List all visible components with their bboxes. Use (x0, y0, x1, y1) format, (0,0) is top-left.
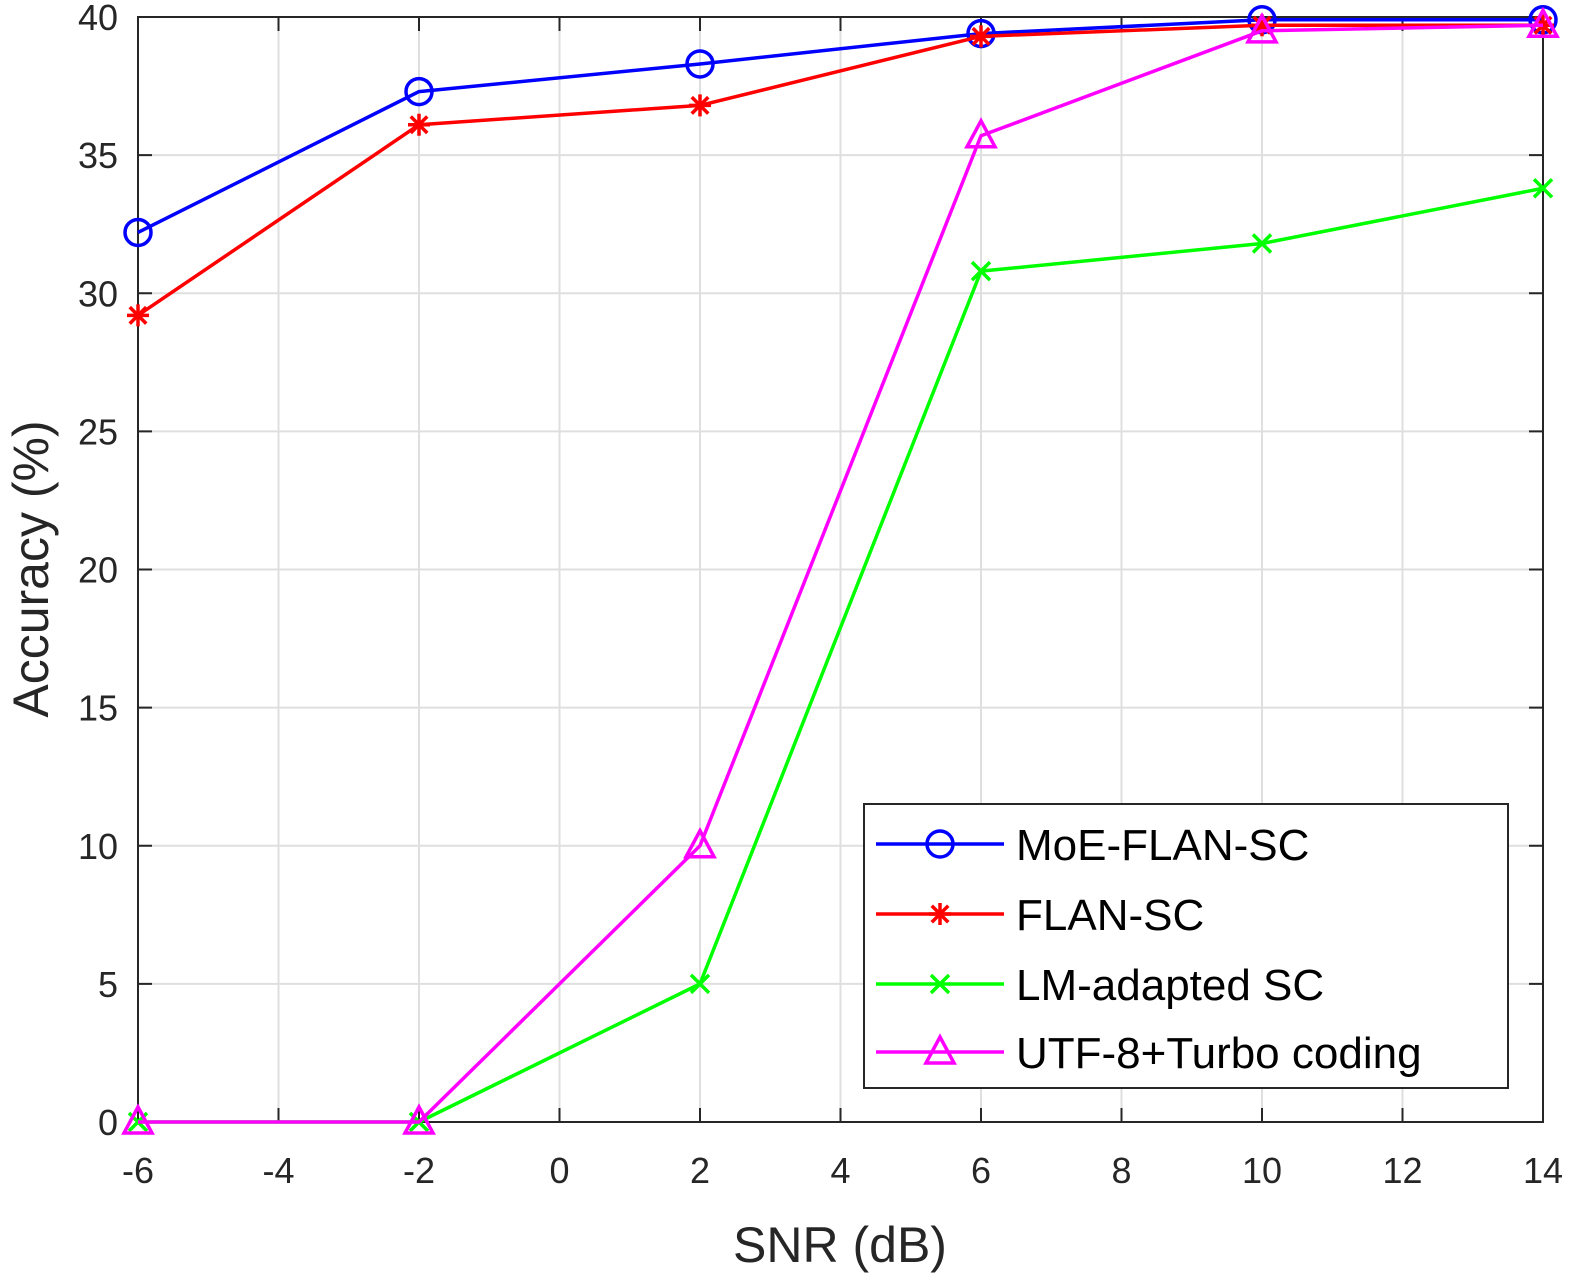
y-tick-label: 35 (78, 135, 118, 176)
legend-label: UTF-8+Turbo coding (1016, 1029, 1422, 1078)
data-point (970, 25, 992, 48)
x-tick-label: 4 (830, 1150, 850, 1191)
legend-marker (929, 973, 951, 995)
data-point (121, 1103, 155, 1135)
x-tick-label: 12 (1382, 1150, 1422, 1191)
x-tick-label: -4 (262, 1150, 294, 1191)
y-tick-label: 15 (78, 688, 118, 729)
data-point (685, 49, 715, 79)
x-tick-label: 8 (1111, 1150, 1131, 1191)
x-tick-label: -6 (122, 1150, 154, 1191)
legend-label: LM-adapted SC (1016, 961, 1324, 1010)
data-point (970, 260, 992, 282)
x-tick-label: 14 (1523, 1150, 1563, 1191)
y-axis-title: Accuracy (%) (3, 420, 59, 717)
legend-marker (925, 829, 955, 859)
plot-area-border (137, 16, 1544, 1123)
legend-entry: UTF-8+Turbo coding (876, 1029, 1422, 1078)
data-point (1251, 233, 1273, 254)
series-group (121, 5, 1560, 1135)
data-point (402, 1103, 436, 1135)
y-tick-label: 0 (98, 1102, 118, 1143)
data-point (408, 113, 430, 136)
x-tick-label: -2 (403, 1150, 435, 1191)
data-point (1245, 12, 1279, 44)
legend-label: MoE-FLAN-SC (1016, 821, 1309, 870)
x-tick-label: 0 (549, 1150, 569, 1191)
legend-label: FLAN-SC (1016, 891, 1204, 940)
y-tick-label: 25 (78, 411, 118, 452)
x-tick-label: 6 (971, 1150, 991, 1191)
y-tick-label: 20 (78, 550, 118, 591)
y-tick-labels: 0 5 10 15 20 25 30 35 40 (78, 0, 118, 1143)
data-point (1532, 178, 1554, 199)
x-tick-labels: -6 -4 -2 0 2 4 6 8 10 12 14 (122, 1150, 1563, 1191)
y-tick-label: 5 (98, 964, 118, 1005)
data-point (683, 827, 717, 859)
legend-entry: FLAN-SC (876, 891, 1204, 940)
legend-entry: MoE-FLAN-SC (876, 821, 1309, 870)
legend-marker (929, 903, 951, 925)
legend: MoE-FLAN-SC FLAN-SC LM-adapted SC UTF-8+Tur… (863, 803, 1509, 1089)
y-tick-label: 10 (78, 826, 118, 867)
series-line (137, 18, 1543, 235)
series-line (137, 23, 1543, 317)
series-utf-8-turbo-coding (121, 6, 1560, 1135)
x-tick-label: 2 (690, 1150, 710, 1191)
legend-box (863, 803, 1509, 1089)
series-flan-sc (127, 14, 1554, 327)
x-tick-label: 10 (1242, 1150, 1282, 1191)
y-tick-label: 40 (78, 0, 118, 38)
x-axis-title: SNR (dB) (733, 1217, 947, 1273)
data-point (127, 304, 149, 327)
legend-marker (923, 1033, 957, 1065)
legend-entry: LM-adapted SC (876, 961, 1324, 1010)
data-point (689, 94, 711, 117)
series-line (138, 23, 1544, 1124)
y-tick-label: 30 (78, 273, 118, 314)
data-point (1526, 6, 1560, 39)
data-point (404, 76, 434, 107)
data-point (123, 217, 153, 248)
data-point (689, 973, 711, 995)
data-point (964, 117, 998, 149)
